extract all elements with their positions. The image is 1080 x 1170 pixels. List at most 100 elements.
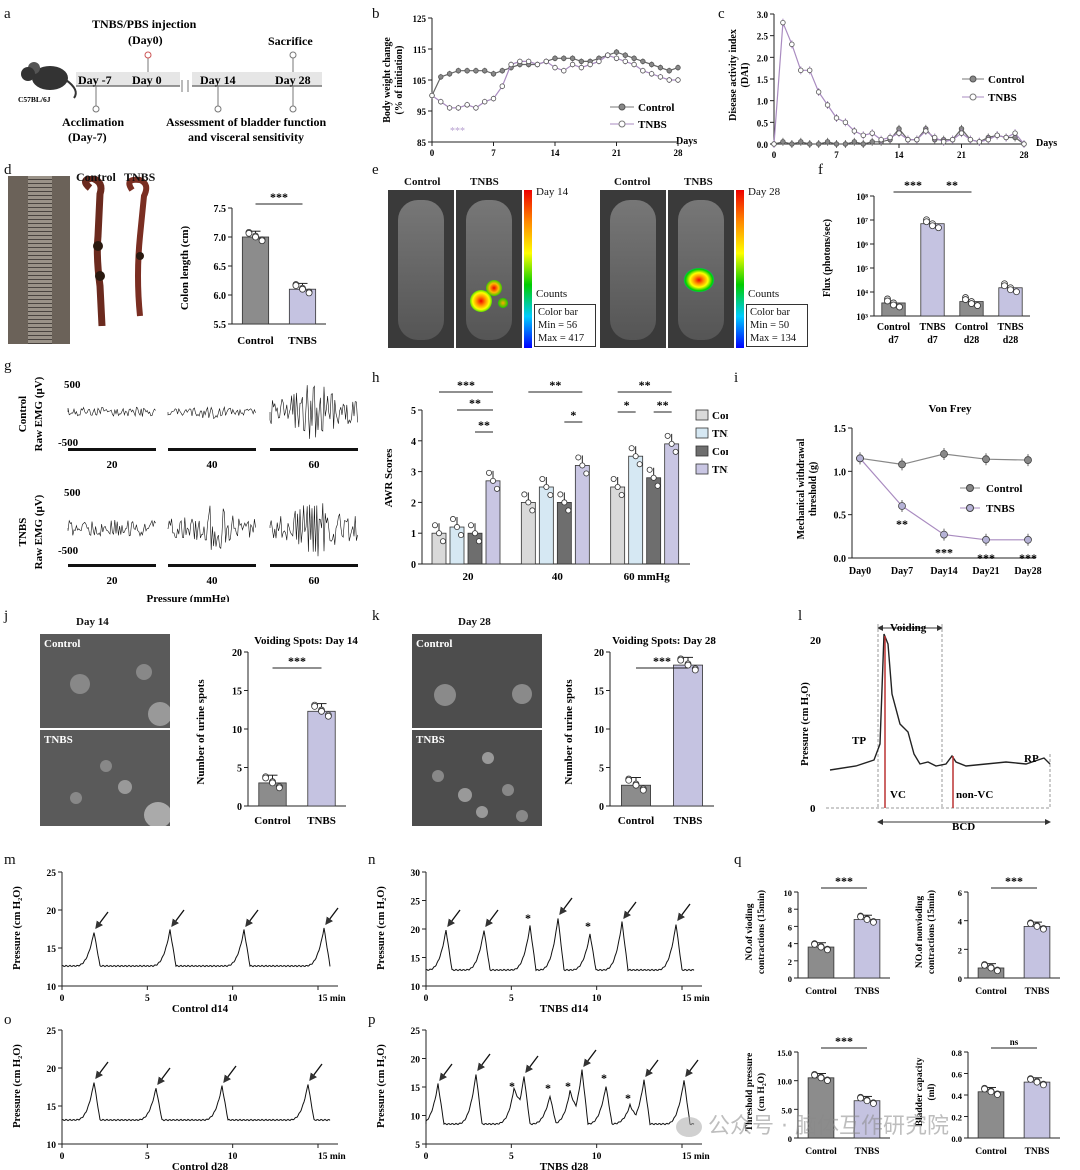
k-tnbs-photo [412,730,542,826]
g-pressure-bar [168,448,256,451]
b-point-control [631,55,637,61]
d-y-tick-label: 6.0 [214,291,227,302]
e-colorbar-box-right: Color bar Min = 50 Max = 134 [746,304,808,347]
c-point-tnbs [878,136,884,143]
k-day: Day 28 [458,616,491,628]
k-dot [691,666,699,674]
h-dot [450,516,457,523]
assessment-line-1: Assessment of bladder function [166,115,326,129]
timeline-day-m7: Day -7 [78,73,112,87]
j-dot [311,702,319,710]
b-point-control [499,67,505,74]
c-y-tick-label: 1.0 [757,97,769,107]
h-x-label: 20 [463,571,475,583]
d-dot [252,233,259,241]
b-point-tnbs [534,61,541,68]
k-y-tick-label: 0 [599,802,604,813]
b-y-tick-label: 105 [413,76,427,86]
h-legend-label: TNBS d28 [712,464,728,476]
j-day: Day 14 [76,616,109,628]
h-dot [610,476,617,483]
q3-dot [857,1094,864,1102]
g-pressure-label: 20 [107,575,119,587]
q2-dot [1040,925,1047,933]
k-control-photo [412,634,542,728]
g-pressure-label: 60 [309,459,321,471]
c-x-tick-label: 28 [1020,150,1030,160]
f-dot [935,224,942,232]
i-legend-control: Control [986,483,1022,495]
c-point-tnbs [1021,141,1027,147]
c-point-tnbs [914,136,920,143]
h-dot [476,538,483,545]
b-point-control [657,64,664,71]
f-dot [890,301,897,309]
svg-m-x-tick-label: 15 min [318,994,346,1004]
panel-d-colon-length-chart: Colon length (cm) 5.5 6.0 6.5 7.0 7.5 Control… [179,190,326,347]
q3-dot [870,1100,877,1107]
q3-y-tick-label: 0 [788,1134,792,1144]
g-ybot-control: -500 [58,437,79,449]
i-sig-label: ** [896,517,908,531]
q3-dot [824,1077,831,1084]
g-emg-trace [269,503,358,557]
panel-q-voiding-contractions: NO.of vioding contractions (15min) 0 2 4 6 8 10… [745,874,890,997]
c-point-tnbs [949,136,956,143]
h-dot [432,522,439,529]
c-point-tnbs [869,130,875,136]
b-point-tnbs [613,55,620,61]
svg-o-voiding-arrow [95,1061,109,1080]
timeline-day-28: Day 28 [275,73,311,87]
f-dot [929,222,936,230]
panel-n-trace: Pressure (cm H₂O) 10 15 20 25 30 0 5 10 15 min TNB… [376,869,710,1012]
q1-y-tick-label: 6 [788,922,792,932]
f-y-tick-label: 10⁶ [856,240,868,250]
q3-dot [811,1071,818,1079]
q1-dot [817,943,825,951]
svg-n-x-tick-label: 5 [509,994,514,1004]
q2-y-tick-label: 6 [958,888,962,898]
f-dot [1001,282,1008,290]
g-pressure-bar [68,564,156,567]
i-point-tnbs [856,454,864,463]
f-dot [968,300,975,307]
c-y-tick-label: 3.0 [757,10,769,20]
h-dot [672,448,679,455]
d-y-tick-label: 7.0 [214,233,227,244]
b-point-control [622,52,628,58]
j-dot [324,712,332,720]
k-y-tick-label: 5 [599,764,604,775]
q2-ylabel-1: NO.of nonvioding [915,896,925,969]
g-pressure-label: 40 [207,459,219,471]
q4-ylabel-1: Bladder capacity [915,1057,925,1126]
q4-sig-label: ns [1010,1037,1019,1047]
k-bar-tnbs [673,664,703,807]
b-point-control [675,64,681,71]
h-sig-label: ** [639,380,651,392]
i-y-tick-label: 1.0 [834,467,847,478]
b-point-control [640,58,646,65]
panel-c-dai-chart: Disease activity index (DAI) Days Contro… [728,10,1057,160]
l-ytop: 20 [810,635,822,647]
panel-letter-j: j [4,608,9,624]
f-x-label-1: Control [955,322,988,333]
f-y-tick-label: 10⁷ [856,216,868,226]
q3-dot [817,1074,825,1082]
h-dot [547,492,554,499]
i-legend-marker-tnbs [966,504,974,512]
c-point-tnbs [771,141,777,147]
c-point-control [807,141,813,147]
c-point-tnbs [940,139,947,145]
j-dot [269,779,276,787]
h-y-tick-label: 3 [411,468,416,479]
b-point-tnbs [490,95,497,102]
k-x-label: TNBS [674,815,703,827]
c-point-tnbs [798,67,804,74]
j-x-label: TNBS [307,815,336,827]
k-dot [625,776,633,784]
c-point-tnbs [780,19,786,26]
panel-m-trace: Pressure (cm H₂O) 10 15 20 25 0 5 10 15 min Contr… [12,869,346,1012]
q3-dot [863,1097,871,1105]
svg-p-nonvoiding-marker: * [545,1081,551,1095]
b-point-tnbs [446,105,453,111]
